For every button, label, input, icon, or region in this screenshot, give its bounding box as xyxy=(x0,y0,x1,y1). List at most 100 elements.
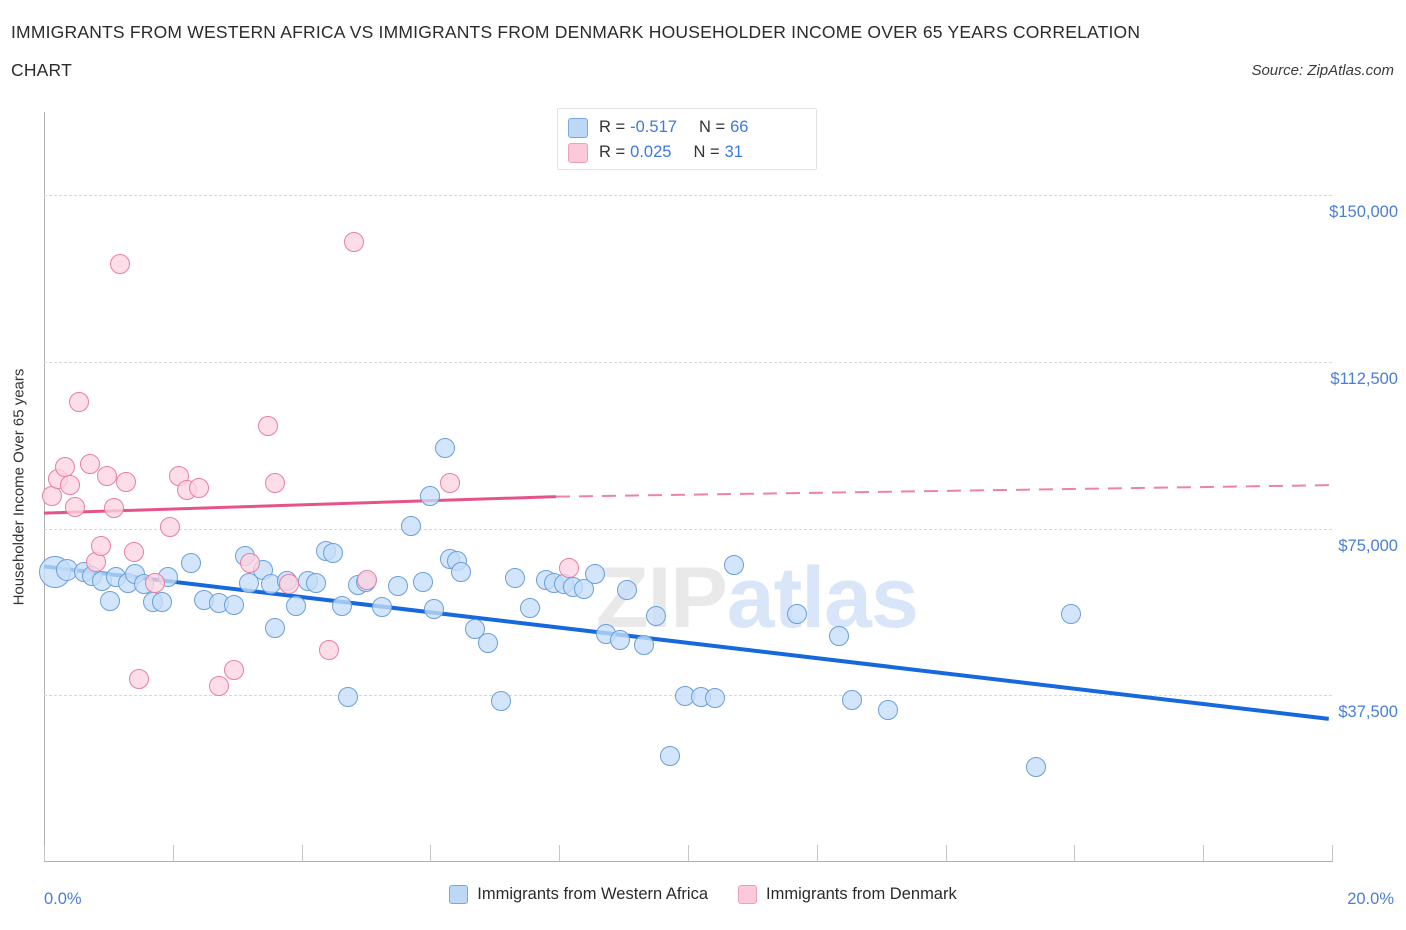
data-point-denmark[interactable] xyxy=(144,572,165,593)
data-point-western-africa[interactable] xyxy=(286,596,307,616)
n-value-western-africa: 66 xyxy=(730,118,749,136)
source-attribution: Source: ZipAtlas.com xyxy=(1251,62,1394,79)
data-point-denmark[interactable] xyxy=(558,557,579,578)
data-point-denmark[interactable] xyxy=(439,472,460,493)
trend-line-western-africa xyxy=(43,564,1330,721)
data-point-western-africa[interactable] xyxy=(152,592,173,612)
x-axis-tick xyxy=(1203,845,1205,861)
data-point-western-africa[interactable] xyxy=(322,542,343,563)
data-point-western-africa[interactable] xyxy=(238,573,259,594)
stats-row-denmark: R = 0.025 N = 31 xyxy=(568,140,806,165)
x-axis-min-label: 0.0% xyxy=(44,890,82,908)
data-point-western-africa[interactable] xyxy=(434,437,455,458)
x-axis-tick xyxy=(816,845,818,861)
data-point-western-africa[interactable] xyxy=(331,596,352,616)
data-point-western-africa[interactable] xyxy=(401,516,422,537)
x-axis-tick xyxy=(44,845,45,861)
data-point-western-africa[interactable] xyxy=(478,632,499,653)
data-point-western-africa[interactable] xyxy=(520,597,541,618)
data-point-denmark[interactable] xyxy=(41,486,62,507)
data-point-western-africa[interactable] xyxy=(99,590,120,611)
n-label-denmark: N = xyxy=(693,143,720,161)
data-point-western-africa[interactable] xyxy=(645,606,666,627)
data-point-denmark[interactable] xyxy=(159,517,180,538)
page-title-line-2: CHART xyxy=(11,60,72,80)
y-axis-tick-label: $150,000 xyxy=(1329,203,1398,222)
chart-legend: Immigrants from Western Africa Immigrant… xyxy=(0,885,1406,904)
data-point-denmark[interactable] xyxy=(357,570,378,591)
data-point-western-africa[interactable] xyxy=(705,688,726,709)
legend-item-western-africa[interactable]: Immigrants from Western Africa xyxy=(449,885,708,904)
data-point-western-africa[interactable] xyxy=(1061,603,1082,624)
data-point-western-africa[interactable] xyxy=(877,700,898,720)
y-axis-title-wrap: Householder Income Over 65 years xyxy=(11,112,28,862)
data-point-western-africa[interactable] xyxy=(787,604,808,625)
data-point-western-africa[interactable] xyxy=(180,553,201,574)
x-axis-line xyxy=(44,861,1333,862)
data-point-western-africa[interactable] xyxy=(223,595,244,616)
data-point-denmark[interactable] xyxy=(69,392,90,412)
y-axis-tick-label: $75,000 xyxy=(1338,536,1398,555)
series-swatch-western-africa-icon xyxy=(568,117,588,138)
x-axis-max-label: 20.0% xyxy=(1347,890,1394,908)
r-value-denmark: 0.025 xyxy=(630,143,672,161)
data-point-denmark[interactable] xyxy=(64,496,85,517)
correlation-stats-box: R = -0.517 N = 66 R = 0.025 N = 31 xyxy=(557,108,817,170)
data-point-denmark[interactable] xyxy=(90,535,111,556)
data-point-western-africa[interactable] xyxy=(420,486,441,507)
x-axis-tick xyxy=(1074,845,1076,861)
data-point-denmark[interactable] xyxy=(103,497,124,518)
data-point-denmark[interactable] xyxy=(116,472,137,493)
data-point-denmark[interactable] xyxy=(223,660,244,681)
data-point-denmark[interactable] xyxy=(59,475,80,496)
data-point-western-africa[interactable] xyxy=(616,580,637,600)
x-axis-tick xyxy=(559,845,561,861)
data-point-denmark[interactable] xyxy=(209,676,230,697)
data-point-western-africa[interactable] xyxy=(465,619,486,640)
y-axis-tick-label: $37,500 xyxy=(1338,703,1398,722)
data-point-denmark[interactable] xyxy=(344,232,365,252)
data-point-denmark[interactable] xyxy=(129,669,150,690)
gridline xyxy=(44,362,1332,363)
n-label-western-africa: N = xyxy=(698,118,726,136)
data-point-western-africa[interactable] xyxy=(634,635,655,656)
data-point-western-africa[interactable] xyxy=(1025,757,1046,778)
page-title-line-1: IMMIGRANTS FROM WESTERN AFRICA VS IMMIGR… xyxy=(11,22,1141,42)
data-point-western-africa[interactable] xyxy=(659,746,680,767)
data-point-western-africa[interactable] xyxy=(305,572,326,593)
data-point-western-africa[interactable] xyxy=(451,561,472,582)
data-point-western-africa[interactable] xyxy=(412,572,433,592)
data-point-western-africa[interactable] xyxy=(505,568,526,588)
data-point-western-africa[interactable] xyxy=(372,596,393,617)
data-point-denmark[interactable] xyxy=(318,639,339,660)
legend-label-denmark: Immigrants from Denmark xyxy=(766,885,957,903)
data-point-western-africa[interactable] xyxy=(584,564,605,584)
data-point-western-africa[interactable] xyxy=(337,687,358,708)
data-point-western-africa[interactable] xyxy=(423,599,444,620)
legend-item-denmark[interactable]: Immigrants from Denmark xyxy=(738,885,957,904)
data-point-denmark[interactable] xyxy=(258,416,279,437)
y-axis-line xyxy=(44,112,45,862)
data-point-western-africa[interactable] xyxy=(724,554,745,575)
data-point-western-africa[interactable] xyxy=(829,626,850,647)
y-axis-tick-label: $112,500 xyxy=(1330,370,1398,388)
data-point-western-africa[interactable] xyxy=(491,691,512,712)
trend-line-denmark-solid xyxy=(43,495,557,515)
data-point-western-africa[interactable] xyxy=(264,617,285,638)
r-label-denmark: R = xyxy=(599,143,626,161)
data-point-denmark[interactable] xyxy=(264,472,285,493)
data-point-western-africa[interactable] xyxy=(842,690,863,711)
data-point-denmark[interactable] xyxy=(188,477,209,498)
data-point-western-africa[interactable] xyxy=(388,576,409,596)
trend-line-denmark-dashed xyxy=(555,484,1333,498)
data-point-denmark[interactable] xyxy=(109,253,130,274)
data-point-denmark[interactable] xyxy=(278,573,299,594)
gridline xyxy=(44,528,1332,530)
data-point-western-africa[interactable] xyxy=(573,578,594,599)
data-point-denmark[interactable] xyxy=(80,454,101,475)
data-point-denmark[interactable] xyxy=(240,553,261,574)
data-point-denmark[interactable] xyxy=(124,541,145,562)
x-axis-tick xyxy=(1332,845,1333,861)
data-point-western-africa[interactable] xyxy=(610,630,631,651)
x-axis-tick xyxy=(430,845,432,861)
